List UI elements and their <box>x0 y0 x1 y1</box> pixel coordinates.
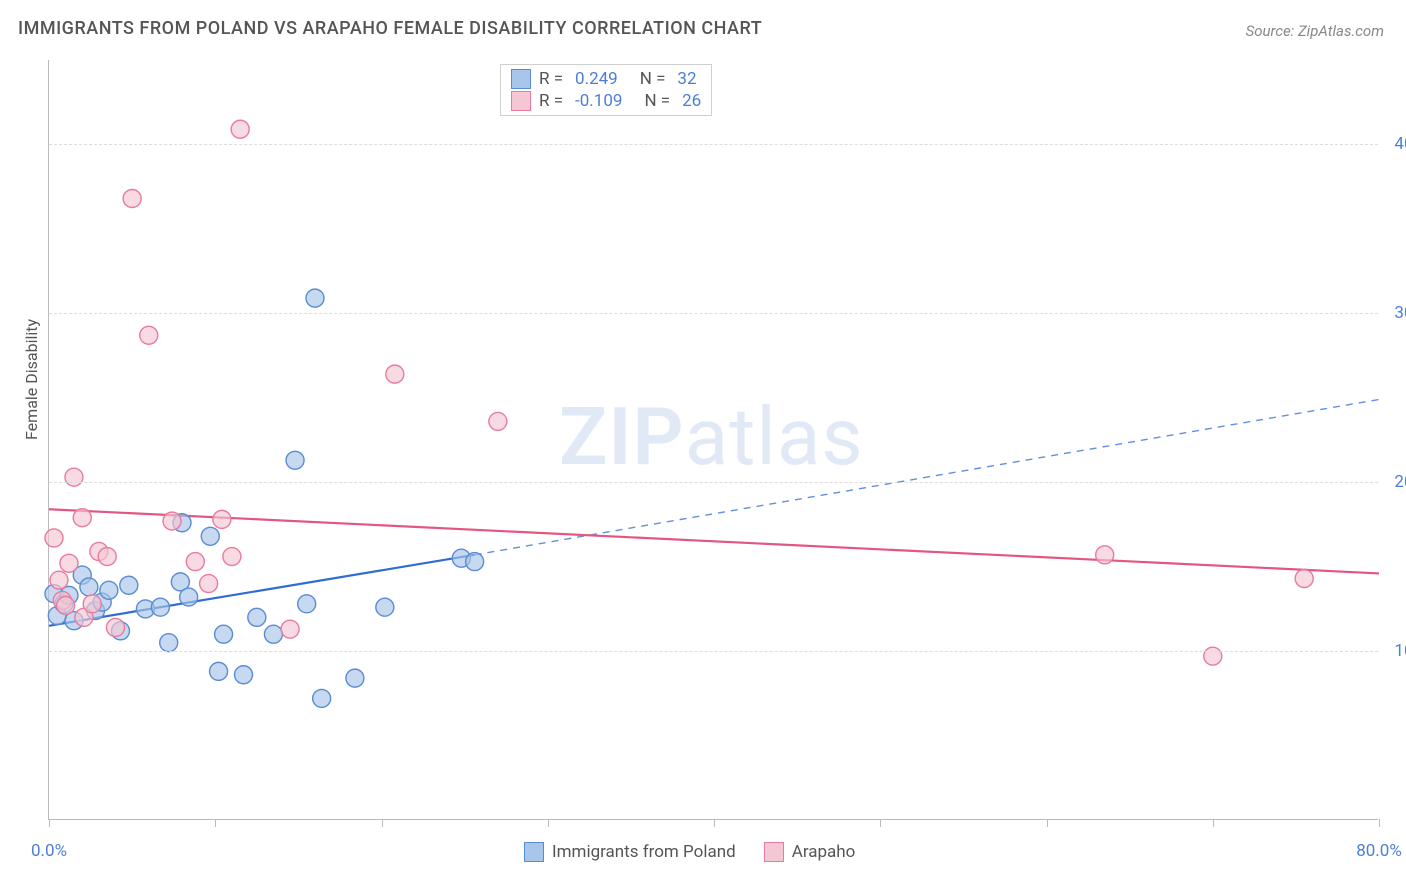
legend-r-value: 0.249 <box>575 69 618 89</box>
legend-bottom-item: Arapaho <box>764 842 856 862</box>
y-tick-label: 40.0% <box>1394 134 1406 154</box>
plot-area: ZIPatlas 10.0%20.0%30.0%40.0%0.0%80.0% <box>48 60 1378 820</box>
legend-row: R = 0.249 N = 32 <box>511 69 701 89</box>
gridline-h <box>49 651 1378 652</box>
x-tick-label: 80.0% <box>1356 841 1402 861</box>
x-tick <box>1379 819 1380 827</box>
x-tick <box>382 819 383 827</box>
legend-swatch <box>511 69 531 89</box>
legend-n-value: 26 <box>682 91 701 111</box>
legend-swatch <box>524 842 544 862</box>
legend-r-label: R = <box>539 91 563 111</box>
gridline-h <box>49 144 1378 145</box>
legend-n-value: 32 <box>677 69 696 89</box>
legend-n-label: N = <box>644 91 670 111</box>
x-tick <box>548 819 549 827</box>
gridline-h <box>49 482 1378 483</box>
x-tick <box>215 819 216 827</box>
chart-title: IMMIGRANTS FROM POLAND VS ARAPAHO FEMALE… <box>18 18 762 39</box>
x-tick-label: 0.0% <box>31 841 67 861</box>
x-tick <box>1047 819 1048 827</box>
chart-svg <box>49 60 1378 819</box>
legend-bottom: Immigrants from Poland Arapaho <box>524 842 855 862</box>
legend-swatch <box>764 842 784 862</box>
legend-n-label: N = <box>640 69 666 89</box>
x-tick <box>1213 819 1214 827</box>
x-tick <box>49 819 50 827</box>
legend-top: R = 0.249 N = 32 R = -0.109 N = 26 <box>500 64 712 116</box>
x-tick <box>880 819 881 827</box>
y-tick-label: 10.0% <box>1394 641 1406 661</box>
legend-r-label: R = <box>539 69 563 89</box>
source-attribution: Source: ZipAtlas.com <box>1246 22 1384 40</box>
legend-bottom-item: Immigrants from Poland <box>524 842 736 862</box>
legend-series-name: Immigrants from Poland <box>552 842 736 862</box>
y-axis-label: Female Disability <box>22 319 41 440</box>
legend-row: R = -0.109 N = 26 <box>511 91 701 111</box>
y-tick-label: 30.0% <box>1394 303 1406 323</box>
legend-r-value: -0.109 <box>575 91 622 111</box>
gridline-h <box>49 313 1378 314</box>
legend-swatch <box>511 91 531 111</box>
legend-series-name: Arapaho <box>792 842 856 862</box>
y-tick-label: 20.0% <box>1394 472 1406 492</box>
x-tick <box>714 819 715 827</box>
